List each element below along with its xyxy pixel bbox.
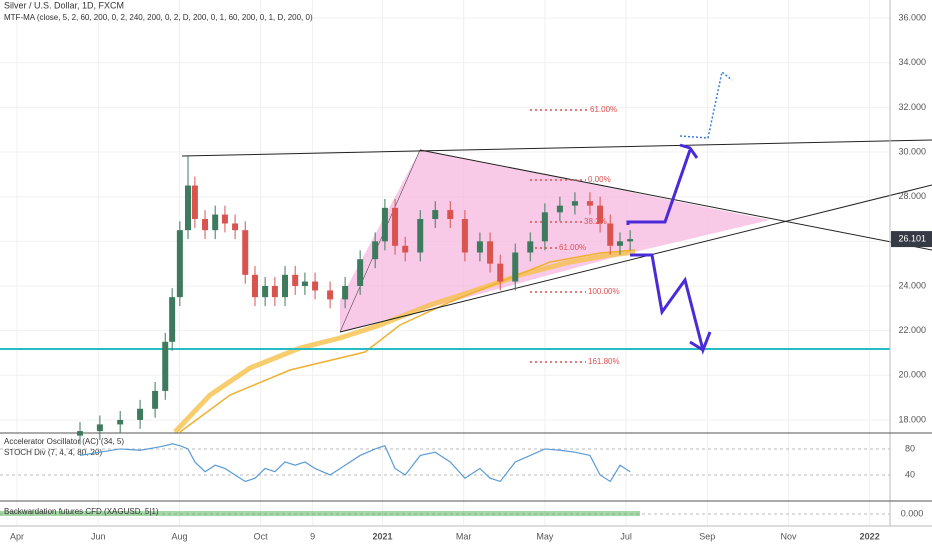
arrow-head xyxy=(679,143,699,159)
candle-body xyxy=(527,241,534,253)
trend-line xyxy=(181,139,932,157)
candle-body xyxy=(191,185,198,220)
candle-body xyxy=(497,263,504,282)
candle-body xyxy=(586,201,593,206)
candle-body xyxy=(607,223,614,246)
candle-body xyxy=(541,212,548,242)
candle-body xyxy=(176,230,183,298)
candle-body xyxy=(627,239,634,242)
y-tick-label: 34.000 xyxy=(898,57,926,67)
trend-line xyxy=(339,184,932,333)
candle-body xyxy=(262,285,269,298)
triangle-zone xyxy=(340,150,770,332)
candle-body xyxy=(476,241,483,253)
candle-body xyxy=(571,201,578,206)
y-tick-label: 24.000 xyxy=(898,280,926,290)
candle-body xyxy=(556,205,563,213)
candle-body xyxy=(301,281,308,286)
y-tick-label: 30.000 xyxy=(898,146,926,156)
candle-body xyxy=(96,424,103,432)
candle-body xyxy=(184,185,191,231)
candle-body xyxy=(461,219,468,253)
candle-body xyxy=(372,241,379,260)
x-tick-label: 2021 xyxy=(372,531,392,541)
ma-short xyxy=(179,249,636,433)
fib-levels xyxy=(530,109,588,363)
y-tick-label: 0.000 xyxy=(901,508,924,518)
x-tick-label: May xyxy=(536,531,554,541)
candle-body xyxy=(597,205,604,224)
y-tick-label: 22.000 xyxy=(898,325,926,335)
candle-body xyxy=(447,210,454,220)
fib-label: 161.80% xyxy=(588,357,620,366)
x-tick-label: Aug xyxy=(171,531,187,541)
fib-label: 61.00% xyxy=(590,105,617,114)
y-tick-label: 80 xyxy=(905,443,915,453)
fib-label: 38.2% xyxy=(584,217,607,226)
candle-body xyxy=(117,419,124,425)
x-tick-label: 2022 xyxy=(860,531,880,541)
backwardation-area xyxy=(0,511,640,516)
candle-body xyxy=(487,241,494,264)
trend-line xyxy=(419,149,932,251)
candle-body xyxy=(327,290,334,300)
last-price-label: 26.101 xyxy=(898,233,926,243)
candle-body xyxy=(137,408,144,420)
trend-line xyxy=(339,149,421,333)
y-tick-label: 36.000 xyxy=(898,12,926,22)
arrow-head xyxy=(689,340,704,352)
x-tick-label: Oct xyxy=(254,531,269,541)
y-tick-label: 20.000 xyxy=(898,370,926,380)
x-tick-label: Sep xyxy=(699,531,715,541)
arrow-down xyxy=(630,253,712,355)
candle-body xyxy=(432,210,439,220)
candle-body xyxy=(616,241,623,246)
x-tick-label: Jul xyxy=(620,531,632,541)
y-tick-label: 18.000 xyxy=(898,414,926,424)
candle-body xyxy=(232,223,239,231)
fib-label: 100.00% xyxy=(588,287,620,296)
y-tick-label: 28.000 xyxy=(898,191,926,201)
candle-body xyxy=(162,341,169,391)
chart-subtitle: MTF-MA (close, 5, 2, 60, 200, 0, 2, 240,… xyxy=(4,13,313,22)
candle-body xyxy=(76,431,83,436)
candle-body xyxy=(271,285,278,298)
pane-title: Backwardation futures CFD (XAGUSD, 5|1) xyxy=(4,507,159,516)
arrow-projection xyxy=(679,70,733,139)
candle-body xyxy=(312,281,319,291)
candle-body xyxy=(152,390,159,409)
candle-body xyxy=(251,274,258,298)
candle-body xyxy=(212,214,219,231)
candle-body xyxy=(392,207,399,246)
candle-body xyxy=(169,297,176,342)
candle-body xyxy=(381,207,388,242)
fib-label: 61.00% xyxy=(559,243,586,252)
candle-body xyxy=(512,252,519,282)
last-price-box xyxy=(891,231,932,248)
x-tick-label: Jun xyxy=(91,531,106,541)
chart-title: Silver / U.S. Dollar, 1D, FXCM xyxy=(4,0,124,10)
candle-body xyxy=(342,285,349,300)
x-tick-label: Mar xyxy=(456,531,472,541)
fib-label: 0.00% xyxy=(588,175,611,184)
candle-body xyxy=(202,219,209,231)
stoch-line xyxy=(79,443,631,483)
x-tick-label: Apr xyxy=(10,531,24,541)
arrow-up xyxy=(626,149,692,225)
candle-body xyxy=(282,274,289,298)
candle-body xyxy=(417,219,424,253)
candle-body xyxy=(402,245,409,253)
candle-body xyxy=(242,230,249,275)
y-tick-label: 40 xyxy=(905,469,915,479)
candle-body xyxy=(357,259,364,286)
y-tick-label: 32.000 xyxy=(898,102,926,112)
ma-long xyxy=(173,249,636,434)
x-tick-label: Nov xyxy=(780,531,797,541)
x-tick-label: 9 xyxy=(310,531,315,541)
pane-title: Accelerator Oscillator (AC) (34, 5) xyxy=(4,437,124,446)
pane-title: STOCH Div (7, 4, 4, 80, 20) xyxy=(4,448,102,457)
candle-body xyxy=(292,274,299,286)
candle-body xyxy=(221,214,228,224)
